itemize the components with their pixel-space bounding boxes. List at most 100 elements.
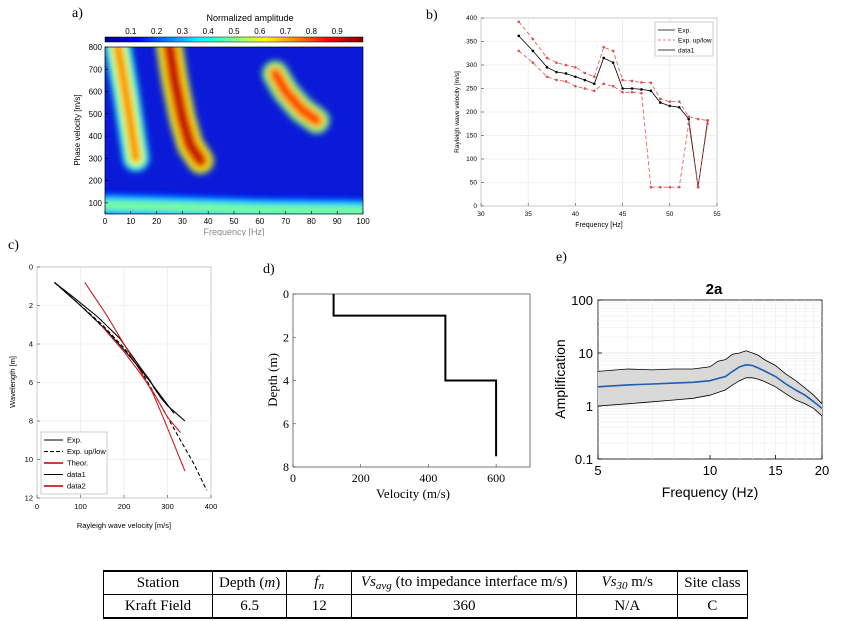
x-tick-label: 50: [230, 217, 239, 226]
chart-e-xlabel: Frequency (Hz): [662, 484, 758, 500]
data-point: [687, 117, 690, 121]
chart-c-wavelength: 0 100 200 300 400 0 2 4 6 8 10 12 Exp. Exp. up/low Th…: [8, 263, 218, 531]
x-tick-label: 55: [713, 211, 721, 218]
data-point: [555, 70, 558, 74]
data-point: [531, 49, 535, 53]
data-point: [706, 122, 709, 126]
y-tick-label: 200: [89, 177, 103, 186]
chart-c-xlabel: Rayleigh wave velocity [m/s]: [77, 521, 171, 530]
x-tick-label: 10: [126, 217, 135, 226]
upper-bound-line: [597, 350, 823, 405]
header-fn: fn: [286, 570, 353, 595]
panel-label-c: c): [8, 238, 19, 253]
y-tick-label: 350: [466, 39, 477, 46]
data-point: [574, 66, 577, 69]
y-tick-label: 10: [579, 346, 593, 361]
cell-site-class: C: [677, 594, 748, 619]
data-point: [611, 84, 615, 88]
data-point: [517, 49, 521, 53]
data-point: [574, 84, 577, 88]
colorbar-tick-label: 0.5: [228, 27, 240, 36]
series-line: [101, 326, 181, 433]
y-tick-label: 600: [89, 88, 103, 97]
x-tick-label: 60: [255, 217, 264, 226]
data-point: [574, 75, 577, 79]
heatmap-ridge-core: [113, 47, 140, 163]
y-tick-label: 0.1: [575, 452, 593, 467]
x-tick-label: 20: [815, 463, 829, 478]
series-line: [518, 50, 708, 188]
header-station: Station: [103, 570, 213, 595]
site-summary-table: Station Depth (m) fn Vsavg (to impedance…: [103, 570, 748, 619]
colorbar: [104, 36, 364, 43]
y-tick-label: 2: [283, 330, 289, 344]
legend-label: data1: [678, 48, 695, 55]
y-tick-label: 1: [586, 399, 593, 414]
colorbar-tick-label: 0.4: [203, 27, 215, 36]
legend-label: Theor.: [67, 459, 88, 468]
header-vs-avg: Vsavg (to impedance interface m/s): [351, 570, 578, 595]
y-tick-label: 400: [89, 132, 103, 141]
x-tick-label: 100: [356, 217, 370, 226]
x-tick-label: 30: [178, 217, 187, 226]
data-point: [677, 106, 681, 109]
data-point: [677, 100, 681, 103]
colorbar-tick-label: 0.8: [306, 27, 318, 36]
y-tick-label: 0: [283, 287, 289, 301]
panel-label-e: e): [556, 250, 567, 265]
data-point: [659, 97, 662, 101]
x-tick-label: 5: [594, 463, 601, 478]
legend-label: Exp. up/low: [67, 447, 106, 456]
data-point: [621, 90, 624, 94]
y-tick-label: 300: [89, 154, 103, 163]
data-point: [649, 89, 653, 93]
cell-vs30: N/A: [576, 594, 679, 619]
data-point: [592, 89, 596, 93]
data-point: [611, 61, 615, 64]
confidence-band: [598, 350, 822, 416]
data-point: [564, 63, 568, 67]
x-tick-label: 100: [74, 502, 87, 511]
x-tick-label: 50: [666, 211, 674, 218]
data-point: [602, 45, 606, 49]
x-tick-label: 10: [703, 463, 717, 478]
data-point: [555, 78, 558, 82]
colorbar-tick-label: 0.6: [254, 27, 266, 36]
data-point: [659, 185, 662, 189]
chart-c-ylabel: Wavelength [m]: [8, 356, 17, 408]
x-tick-label: 15: [768, 463, 782, 478]
header-depth: Depth (m): [211, 570, 288, 595]
chart-a-heatmap: Normalized amplitude 0.1 0.2 0.3 0.4 0.5 0.6 0…: [73, 13, 370, 236]
data-point: [621, 87, 624, 90]
heatmap-ridge-core: [105, 201, 363, 214]
data-point: [555, 61, 558, 64]
legend-label: Exp.: [678, 28, 691, 35]
cell-depth: 6.5: [211, 594, 288, 619]
y-tick-label: 0: [473, 203, 477, 210]
chart-b-ylabel: Rayleigh wave velocity [m/s]: [454, 71, 461, 153]
lower-bound-line: [597, 377, 823, 417]
data-point: [640, 81, 643, 84]
y-tick-label: 4: [29, 340, 33, 349]
y-tick-label: 500: [89, 110, 103, 119]
x-tick-label: 90: [333, 217, 342, 226]
y-tick-label: 8: [29, 417, 33, 426]
data-point: [687, 122, 690, 126]
x-tick-label: 0: [290, 471, 296, 485]
cell-fn: 12: [286, 594, 353, 619]
y-tick-label: 6: [29, 378, 33, 387]
x-tick-label: 400: [419, 471, 437, 485]
x-tick-label: 70: [281, 217, 290, 226]
heatmap-ridge-core: [271, 69, 321, 125]
header-vs30: Vs30 m/s: [576, 570, 679, 595]
x-tick-label: 600: [487, 471, 505, 485]
legend-label: data2: [67, 482, 86, 491]
data-point: [545, 56, 549, 60]
chart-b-xlabel: Frequency [Hz]: [575, 222, 623, 229]
data-point: [706, 119, 709, 122]
data-point: [583, 71, 587, 75]
y-tick-label: 12: [25, 494, 33, 503]
x-tick-label: 20: [152, 217, 161, 226]
data-point: [592, 82, 596, 86]
x-tick-label: 400: [205, 502, 218, 511]
